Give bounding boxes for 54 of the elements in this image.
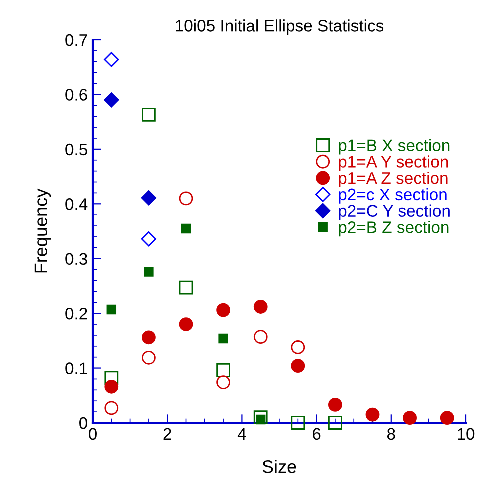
y-tick-label: 0.4	[66, 198, 88, 210]
y-tick-label: 0.5	[66, 144, 88, 156]
point	[141, 232, 157, 247]
legend-label: p1=B X section	[339, 139, 450, 155]
point	[291, 359, 306, 374]
point	[254, 330, 268, 344]
y-tick-label: 0.3	[66, 253, 88, 266]
point	[254, 410, 268, 424]
y-tick-label: 0.1	[66, 362, 88, 374]
point	[328, 416, 342, 430]
point	[440, 411, 454, 426]
point	[328, 398, 342, 412]
point	[291, 340, 306, 354]
legend-label: p1=A Y section	[339, 156, 448, 172]
point	[104, 52, 120, 68]
point	[104, 371, 119, 386]
point	[366, 408, 380, 422]
x-tick-label: 2	[164, 428, 172, 440]
y-tick-label: 0	[80, 417, 88, 430]
point	[254, 300, 268, 314]
x-tick-label: 0	[89, 428, 97, 440]
point	[179, 192, 194, 206]
legend-label: p2=C Y section	[339, 204, 450, 220]
point	[216, 376, 230, 390]
x-tick-label: 6	[313, 428, 321, 440]
legend-label: p2=c X section	[339, 188, 447, 204]
point	[142, 350, 156, 365]
point	[106, 304, 117, 315]
legend-label: p1=A Z section	[339, 172, 448, 188]
y-tick-label: 0.7	[66, 34, 88, 46]
legend-label: p2=B Z section	[339, 221, 449, 237]
y-axis-title: Frequency	[34, 188, 52, 273]
point	[104, 380, 119, 394]
point	[179, 318, 194, 332]
point	[142, 108, 156, 122]
point	[144, 267, 154, 277]
point	[104, 92, 120, 108]
point	[218, 334, 228, 344]
point	[142, 330, 156, 345]
point	[216, 364, 230, 378]
x-tick-label: 4	[238, 428, 246, 440]
x-tick-label: 8	[387, 428, 396, 440]
point	[104, 401, 119, 416]
point	[403, 411, 417, 426]
point	[181, 224, 192, 234]
y-tick-label: 0.6	[66, 89, 88, 101]
x-axis-title: Size	[262, 460, 296, 474]
point	[141, 190, 157, 206]
y-tick-label: 0.2	[66, 308, 88, 320]
point	[216, 303, 230, 318]
x-tick-label: 10	[458, 428, 475, 440]
point	[179, 280, 194, 295]
point	[291, 416, 306, 430]
chart-title: 10i05 Initial Ellipse Statistics	[176, 20, 384, 36]
